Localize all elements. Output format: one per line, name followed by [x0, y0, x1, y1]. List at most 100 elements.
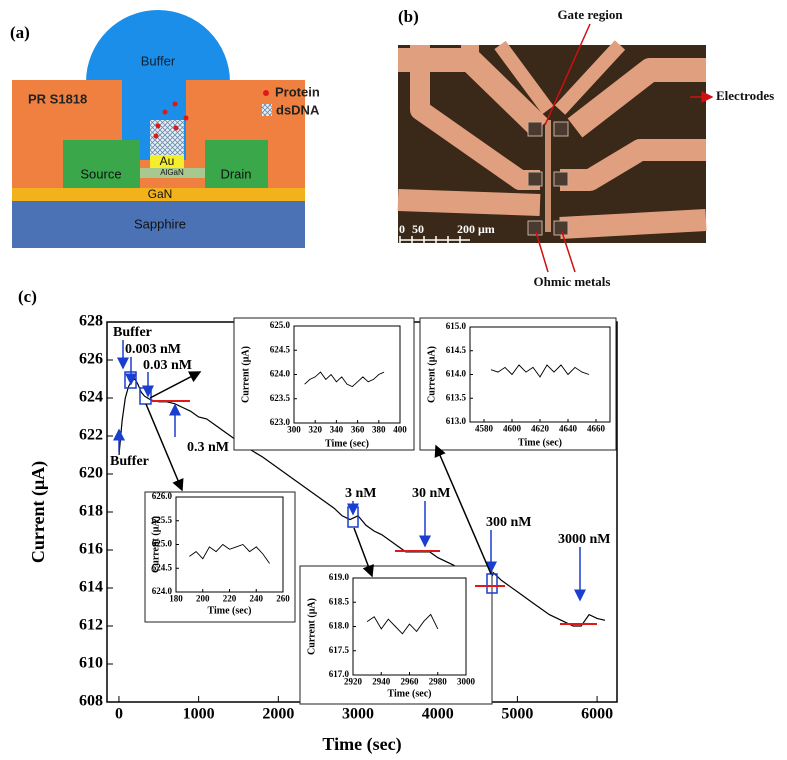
x-tick-label: 3000	[457, 676, 476, 686]
y-tick-label: 618.0	[329, 621, 350, 631]
x-tick-label: 220	[223, 593, 237, 603]
x-tick-label: 240	[250, 593, 264, 603]
y-tick-label: 617.0	[329, 669, 350, 679]
scale-bar	[399, 236, 470, 244]
y-tick-label: 615.0	[446, 321, 467, 331]
panel-label: (b)	[398, 7, 419, 26]
y-tick-label: 610	[79, 655, 103, 672]
x-tick-label: 2980	[429, 676, 448, 686]
y-tick-label: 612	[79, 617, 103, 634]
x-tick-label: 400	[393, 424, 407, 434]
x-axis-label: Time (sec)	[388, 688, 432, 699]
data-line	[118, 378, 606, 627]
y-axis-label: Current (μA)	[306, 598, 317, 655]
scale-label: 0	[399, 222, 405, 236]
label: Au	[160, 154, 175, 168]
inset-arrow	[145, 403, 184, 492]
y-axis-label: Current (μA)	[426, 346, 437, 403]
y-axis-label: Current (μA)	[28, 461, 49, 563]
annotation: Gate region	[557, 7, 623, 22]
annotation: Ohmic metals	[534, 274, 611, 289]
x-tick-label: 380	[372, 424, 386, 434]
annotation: 3 nM	[345, 486, 377, 501]
inset-arrow	[353, 527, 374, 578]
inset-chart: 4580 4600 4620 4640 4660 613.0 613.5 614.0 614.5…	[419, 317, 617, 451]
x-tick-label: 300	[287, 424, 301, 434]
y-tick-label: 624.5	[270, 344, 291, 354]
y-tick-label: 622	[79, 427, 103, 444]
scale-label: 200 μm	[457, 222, 495, 236]
data-line	[304, 371, 385, 388]
x-tick-label: 180	[169, 593, 183, 603]
inset-arrow	[434, 444, 492, 575]
y-axis-label: Current (μA)	[240, 346, 251, 403]
inset-frame	[419, 317, 617, 451]
x-axis-label: Time (sec)	[322, 734, 401, 755]
panel-b: (b) 0 50 200 μm Gate	[397, 7, 774, 289]
annotation: Buffer	[110, 454, 149, 469]
x-tick-label: 0	[115, 705, 123, 722]
y-tick-label: 617.5	[329, 645, 350, 655]
inset-chart: 180 200 220 240 260 624.0 624.5 625.0 625.5 626.0…	[144, 491, 296, 623]
pointer	[535, 231, 549, 273]
drain	[205, 140, 268, 190]
scale-label: 50	[412, 222, 424, 236]
x-tick-label: 340	[330, 424, 344, 434]
x-tick-label: 2000	[262, 705, 294, 722]
y-tick-label: 624.5	[152, 562, 173, 572]
inset-frame	[144, 491, 296, 623]
x-tick-label: 320	[308, 424, 322, 434]
annotation: 3000 nM	[558, 532, 611, 547]
panel-label: (a)	[10, 23, 30, 42]
label: dsDNA	[276, 102, 320, 117]
data-line	[366, 613, 439, 635]
y-tick-label: 620	[79, 465, 103, 482]
label: Buffer	[141, 53, 176, 68]
annotation: 0.03 nM	[143, 358, 192, 373]
label: Sapphire	[134, 216, 186, 231]
y-tick-label: 613.0	[446, 416, 467, 426]
pointer	[544, 23, 591, 126]
inset-arrow	[149, 371, 202, 399]
y-tick-label: 618	[79, 503, 103, 520]
y-tick-label: 613.5	[446, 392, 467, 402]
y-tick-label: 614.0	[446, 369, 467, 379]
label: PR S1818	[28, 91, 87, 106]
x-axis-label: Time (sec)	[325, 438, 369, 449]
label: Source	[80, 166, 121, 181]
y-tick-label: 624.0	[152, 586, 173, 596]
y-tick-label: 614	[79, 579, 103, 596]
buffer-dome	[86, 10, 230, 82]
zoom-box	[347, 506, 359, 528]
label: AlGaN	[160, 168, 184, 177]
y-tick-label: 619.0	[329, 572, 350, 582]
x-tick-label: 2920	[344, 676, 363, 686]
pointer	[561, 231, 576, 273]
inset-frame	[233, 317, 415, 451]
legend-dot	[263, 90, 269, 96]
annotation: Electrodes	[716, 88, 774, 103]
y-tick-label: 625.0	[270, 320, 291, 330]
legend-hatch	[262, 104, 272, 116]
annotation: 0.003 nM	[125, 342, 181, 357]
x-tick-label: 2960	[401, 676, 420, 686]
au	[150, 155, 184, 168]
source	[63, 140, 140, 190]
annotations: Buffer 0.003 nM0.03 nM 0.3 nM Buffer 3 nM 30 …	[110, 325, 611, 625]
inset-frame	[299, 565, 493, 705]
y-tick-label: 614.5	[446, 345, 467, 355]
zoom-box	[139, 387, 152, 405]
y-tick-label: 625.5	[152, 515, 173, 525]
panel-label: (c)	[18, 287, 37, 306]
y-axis-label: Current (μA)	[150, 516, 161, 573]
annotation: 0.3 nM	[187, 440, 229, 455]
x-tick-label: 360	[351, 424, 365, 434]
x-tick-label: 4000	[422, 705, 454, 722]
label: GaN	[148, 187, 173, 201]
x-tick-label: 2940	[372, 676, 391, 686]
x-tick-label: 4600	[503, 423, 522, 433]
label: Drain	[220, 166, 251, 181]
x-tick-label: 6000	[581, 705, 613, 722]
y-tick-label: 616	[79, 541, 103, 558]
